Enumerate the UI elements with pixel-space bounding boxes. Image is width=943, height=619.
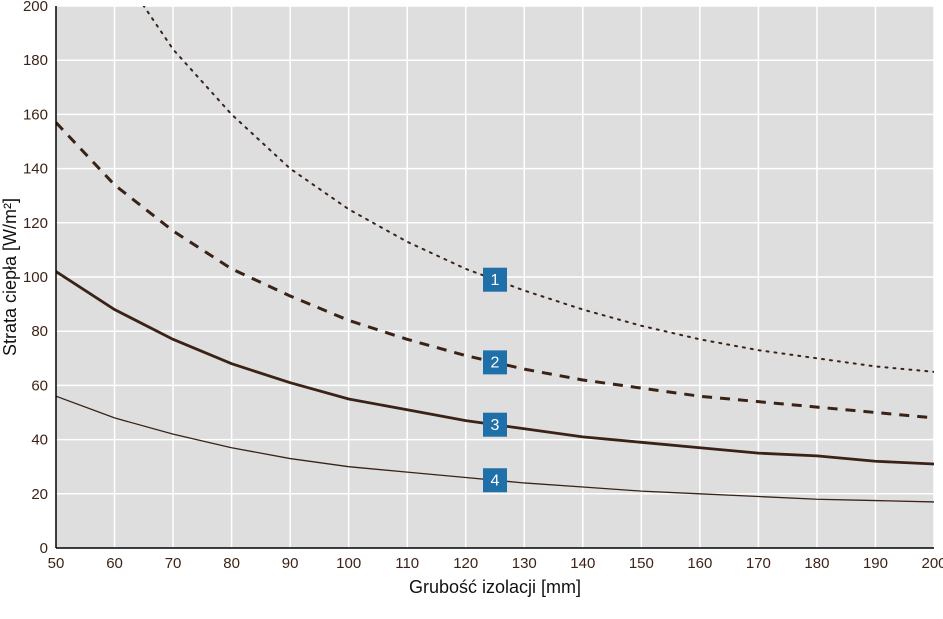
series-badge-label-1: 1 [491,272,500,289]
x-tick-label: 70 [165,555,182,572]
y-tick-label: 20 [31,486,48,503]
x-tick-label: 80 [223,555,240,572]
y-tick-label: 60 [31,377,48,394]
x-tick-label: 130 [512,555,537,572]
y-tick-label: 80 [31,323,48,340]
y-tick-label: 40 [31,432,48,449]
x-tick-label: 90 [282,555,299,572]
y-tick-label: 0 [40,540,48,557]
y-axis-label: Strata ciepła [W/m²] [0,198,20,356]
y-tick-label: 140 [23,161,48,178]
series-badge-label-2: 2 [491,355,500,372]
y-tick-label: 160 [23,106,48,123]
x-tick-label: 190 [863,555,888,572]
series-badge-label-4: 4 [491,472,500,489]
x-tick-label: 200 [921,555,943,572]
x-tick-label: 140 [570,555,595,572]
x-tick-label: 160 [687,555,712,572]
x-tick-label: 50 [48,555,65,572]
x-axis-label: Grubość izolacji [mm] [409,577,581,597]
x-tick-label: 100 [336,555,361,572]
series-badge-label-3: 3 [491,417,500,434]
x-tick-label: 120 [453,555,478,572]
x-tick-label: 180 [804,555,829,572]
x-tick-label: 110 [395,555,419,572]
y-tick-label: 120 [23,215,48,232]
heat-loss-chart: 5060708090100110120130140150160170180190… [0,0,943,619]
x-tick-label: 170 [746,555,771,572]
y-tick-label: 200 [23,0,48,15]
x-tick-label: 60 [106,555,123,572]
x-tick-label: 150 [629,555,654,572]
y-tick-label: 180 [23,52,48,69]
y-tick-label: 100 [23,269,48,286]
chart-svg: 5060708090100110120130140150160170180190… [0,0,943,619]
